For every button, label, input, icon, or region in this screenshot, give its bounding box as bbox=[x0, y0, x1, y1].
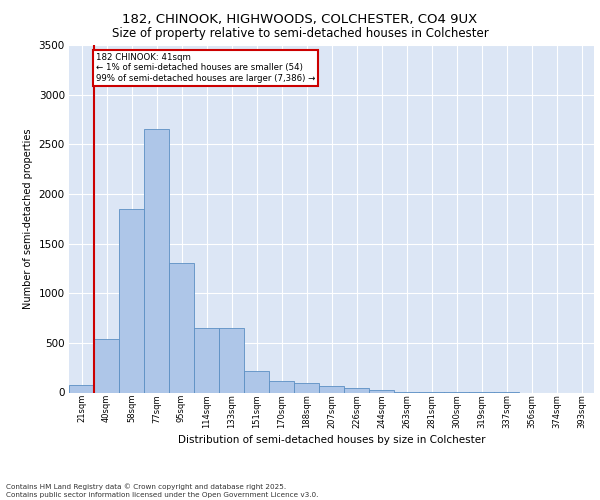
Bar bbox=[219, 328, 244, 392]
Bar bbox=[369, 390, 394, 392]
Bar bbox=[294, 382, 319, 392]
Bar bbox=[344, 388, 369, 392]
Bar bbox=[119, 209, 144, 392]
Bar bbox=[319, 386, 344, 392]
Bar bbox=[169, 264, 194, 392]
Text: 182 CHINOOK: 41sqm
← 1% of semi-detached houses are smaller (54)
99% of semi-det: 182 CHINOOK: 41sqm ← 1% of semi-detached… bbox=[96, 53, 316, 82]
Bar bbox=[144, 130, 169, 392]
Bar bbox=[69, 384, 94, 392]
Text: Size of property relative to semi-detached houses in Colchester: Size of property relative to semi-detach… bbox=[112, 28, 488, 40]
Bar bbox=[194, 328, 219, 392]
Y-axis label: Number of semi-detached properties: Number of semi-detached properties bbox=[23, 128, 33, 309]
Bar bbox=[244, 370, 269, 392]
Bar bbox=[94, 339, 119, 392]
X-axis label: Distribution of semi-detached houses by size in Colchester: Distribution of semi-detached houses by … bbox=[178, 435, 485, 445]
Text: 182, CHINOOK, HIGHWOODS, COLCHESTER, CO4 9UX: 182, CHINOOK, HIGHWOODS, COLCHESTER, CO4… bbox=[122, 12, 478, 26]
Text: Contains HM Land Registry data © Crown copyright and database right 2025.
Contai: Contains HM Land Registry data © Crown c… bbox=[6, 484, 319, 498]
Bar bbox=[269, 380, 294, 392]
